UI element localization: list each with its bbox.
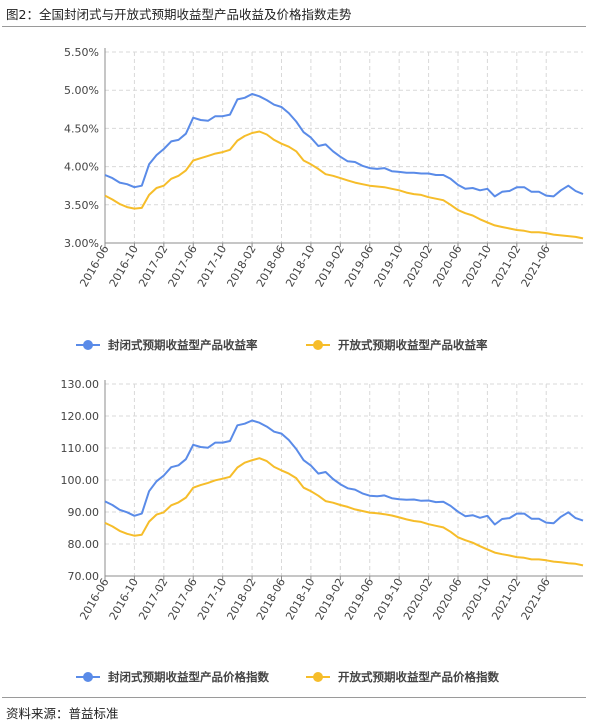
y-tick-label: 100.00 [61,474,100,487]
legend-marker [83,340,93,350]
y-tick-label: 5.00% [64,84,99,97]
series-line-open [104,130,584,240]
grid [105,383,583,576]
y-tick-label: 5.50% [64,46,99,59]
legend-label: 开放式预期收益型产品收益率 [338,338,488,352]
series-line-closed [104,93,584,198]
legend-label: 封闭式预期收益型产品价格指数 [108,670,269,684]
y-tick-label: 80.00 [68,538,100,551]
legend-marker [313,672,323,682]
legend-marker [83,672,93,682]
y-tick-label: 130.00 [61,378,100,391]
y-tick-label: 4.50% [64,122,99,135]
x-tick-label: 2021-06 [519,576,553,622]
y-tick-label: 4.00% [64,161,99,174]
series-line-open [104,457,584,567]
legend-marker [313,340,323,350]
y-tick-label: 120.00 [61,410,100,423]
legend-label: 封闭式预期收益型产品收益率 [108,338,258,352]
figure-frame [2,26,586,698]
y-tick-label: 3.50% [64,199,99,212]
figure-title: 图2：全国封闭式与开放式预期收益型产品收益及价格指数走势 [6,7,352,22]
y-tick-label: 70.00 [68,570,100,583]
series-line-closed [104,419,584,526]
y-tick-label: 3.00% [64,237,99,250]
y-tick-label: 90.00 [68,506,100,519]
grid [105,51,583,243]
legend-label: 开放式预期收益型产品价格指数 [338,670,499,684]
y-tick-label: 110.00 [61,442,100,455]
figure-source: 资料来源：普益标准 [6,706,119,721]
